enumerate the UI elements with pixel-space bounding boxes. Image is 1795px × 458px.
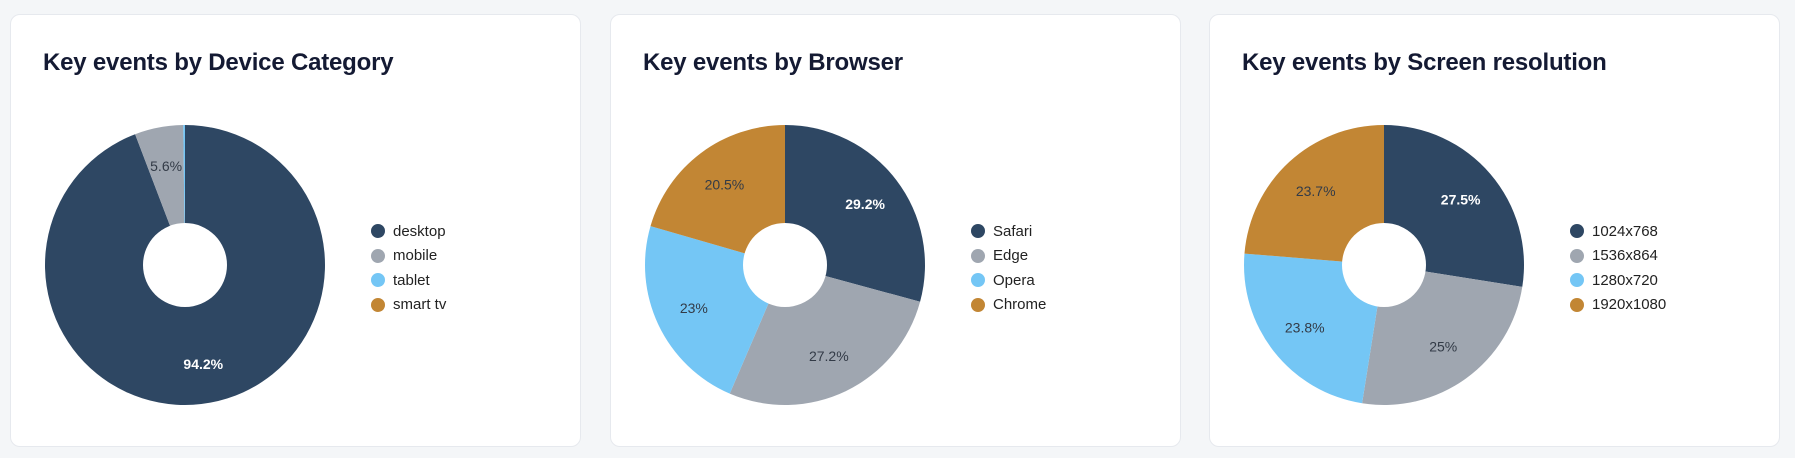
legend-swatch xyxy=(1570,248,1584,263)
legend-label: Safari xyxy=(993,222,1033,240)
legend-item-edge[interactable]: Edge xyxy=(971,244,1046,269)
legend-swatch xyxy=(971,297,985,312)
legend-item-tablet[interactable]: tablet xyxy=(371,268,446,293)
legend-swatch xyxy=(371,297,385,312)
legend-label: mobile xyxy=(393,247,438,265)
pie-chart-browser: 29.2% 27.2% 23% 20.5% xyxy=(645,125,925,405)
card-title: Key events by Device Category xyxy=(43,49,394,76)
legend-swatch xyxy=(1570,273,1584,288)
slice-label-chrome: 20.5% xyxy=(705,176,745,192)
legend-item-1920x1080[interactable]: 1920x1080 xyxy=(1570,293,1666,318)
legend-swatch xyxy=(371,224,385,239)
legend-swatch xyxy=(371,248,385,263)
legend-swatch xyxy=(971,248,985,263)
card-browser: Key events by Browser 29.2% 27.2% 23% 20.5%… xyxy=(610,14,1181,447)
legend-item-1024x768[interactable]: 1024x768 xyxy=(1570,219,1666,244)
slice-label-mobile: 5.6% xyxy=(150,158,182,174)
slice-label-1024x768: 27.5% xyxy=(1441,192,1481,208)
slice-label-1536x864: 25% xyxy=(1429,339,1457,355)
legend-item-1280x720[interactable]: 1280x720 xyxy=(1570,268,1666,293)
pie-chart-screen-resolution: 27.5% 25% 23.8% 23.7% xyxy=(1244,125,1524,405)
legend-item-mobile[interactable]: mobile xyxy=(371,244,446,269)
legend-item-smart-tv[interactable]: smart tv xyxy=(371,293,446,318)
slice-label-opera: 23% xyxy=(680,300,708,316)
legend-label: Chrome xyxy=(993,296,1047,314)
legend-item-opera[interactable]: Opera xyxy=(971,268,1046,293)
donut-hole xyxy=(1342,223,1426,307)
legend-label: smart tv xyxy=(393,296,447,314)
pie-slice-chrome[interactable] xyxy=(650,125,785,265)
card-title: Key events by Browser xyxy=(643,49,903,76)
legend-label: desktop xyxy=(393,222,446,240)
slice-label-safari: 29.2% xyxy=(845,196,885,212)
legend-label: tablet xyxy=(393,271,430,289)
donut-hole xyxy=(143,223,227,307)
legend-item-safari[interactable]: Safari xyxy=(971,219,1046,244)
card-screen-resolution: Key events by Screen resolution 27.5% 25%… xyxy=(1209,14,1780,447)
card-device-category: Key events by Device Category 94.2% 5.6% … xyxy=(10,14,581,447)
legend-item-1536x864[interactable]: 1536x864 xyxy=(1570,244,1666,269)
legend-swatch xyxy=(971,273,985,288)
legend-label: Edge xyxy=(993,247,1029,265)
legend-device-category: desktop mobile tablet smart tv xyxy=(371,219,446,317)
legend-swatch xyxy=(1570,297,1584,312)
legend-label: 1536x864 xyxy=(1592,247,1658,265)
legend-label: Opera xyxy=(993,271,1035,289)
legend-item-chrome[interactable]: Chrome xyxy=(971,293,1046,318)
legend-label: 1920x1080 xyxy=(1592,296,1667,314)
pie-chart-device-category: 94.2% 5.6% xyxy=(44,125,325,405)
legend-swatch xyxy=(971,224,985,239)
donut-hole xyxy=(743,223,827,307)
slice-label-1920x1080: 23.7% xyxy=(1296,183,1336,199)
legend-label: 1024x768 xyxy=(1592,222,1658,240)
pie-slice-1920x1080[interactable] xyxy=(1244,125,1384,265)
slice-label-1280x720: 23.8% xyxy=(1285,319,1325,335)
slice-label-desktop: 94.2% xyxy=(183,356,223,372)
legend-swatch xyxy=(1570,224,1584,239)
pie-slice-1280x720[interactable] xyxy=(1244,253,1384,404)
legend-item-desktop[interactable]: desktop xyxy=(371,219,446,244)
legend-screen-resolution: 1024x768 1536x864 1280x720 1920x1080 xyxy=(1570,219,1666,317)
card-title: Key events by Screen resolution xyxy=(1242,49,1607,76)
slice-label-edge: 27.2% xyxy=(809,348,849,364)
legend-swatch xyxy=(371,273,385,288)
legend-browser: Safari Edge Opera Chrome xyxy=(971,219,1046,317)
legend-label: 1280x720 xyxy=(1592,271,1658,289)
